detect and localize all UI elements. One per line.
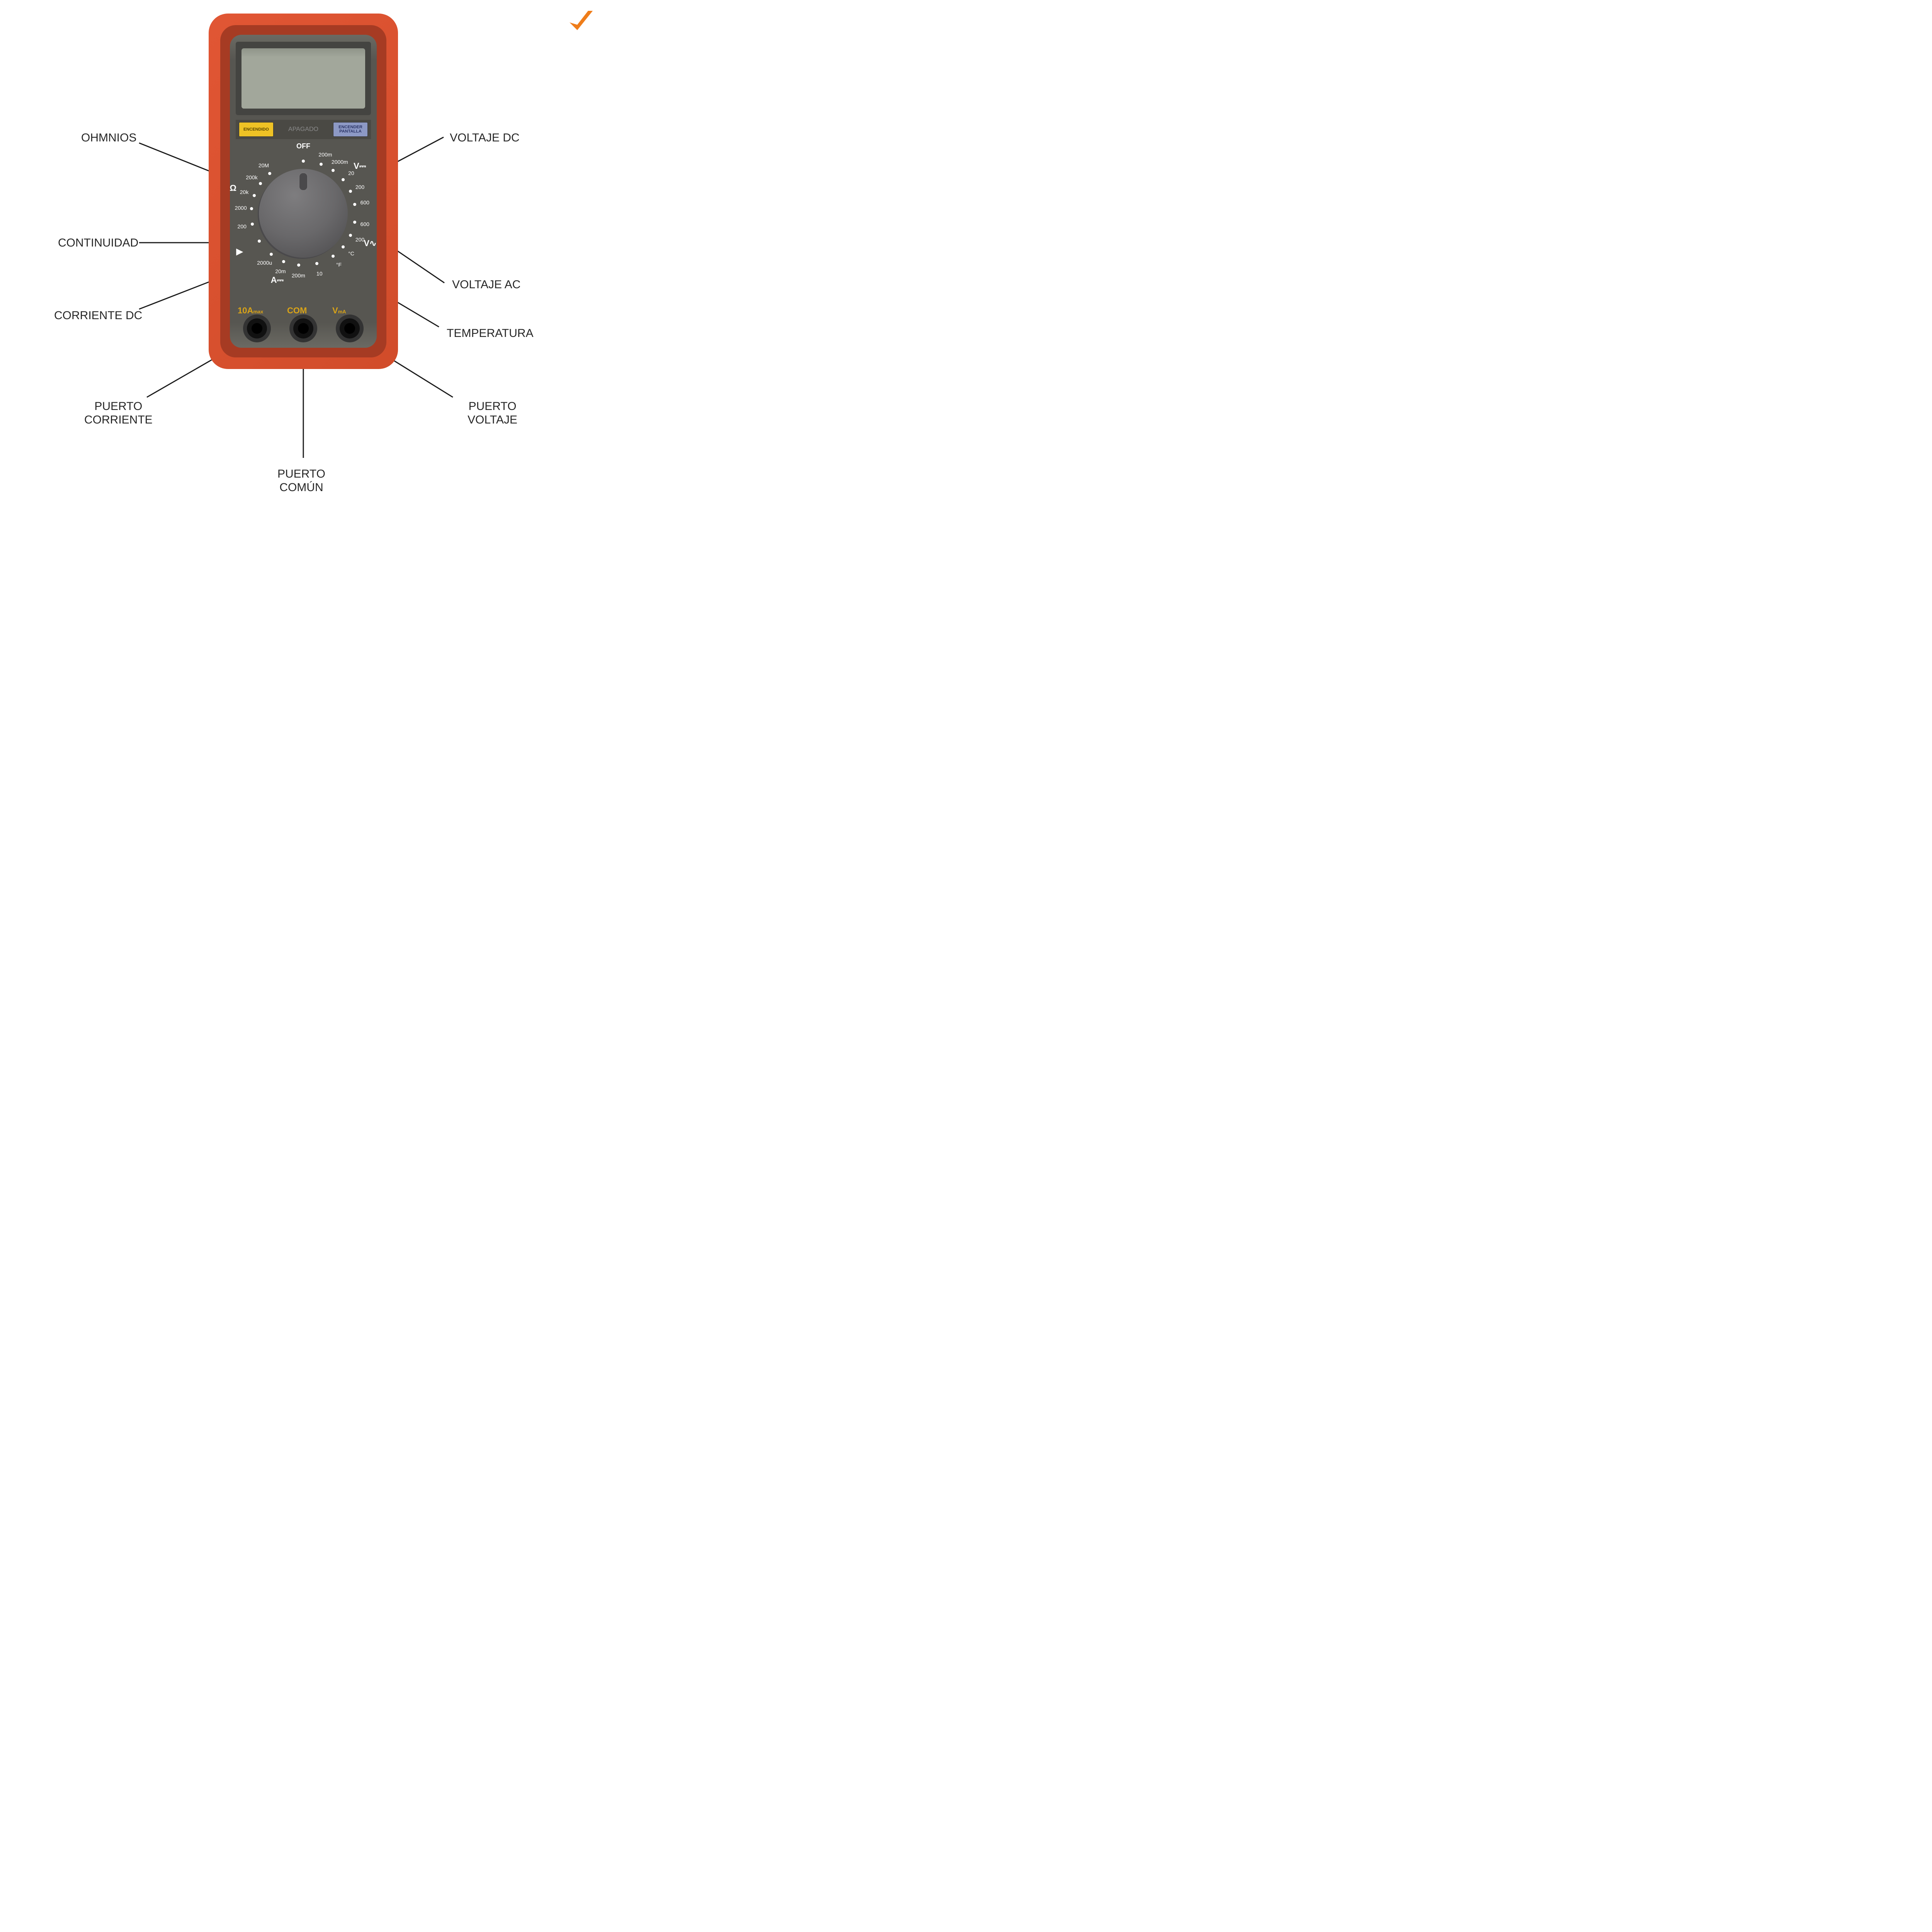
dial-value-label: 2000 (235, 205, 247, 211)
dial-section-label: ▶ (236, 247, 243, 257)
dial-off-label: OFF (296, 142, 310, 150)
port-inner (252, 323, 262, 334)
dial-tick (258, 240, 261, 243)
dial-value-label: 10 (316, 270, 323, 277)
dial-value-label: 200 (355, 236, 364, 243)
dial-tick (251, 223, 254, 226)
dial-value-label: 600 (361, 199, 369, 206)
lcd-screen (242, 48, 365, 109)
dial-value-label: 20k (240, 189, 249, 195)
dial-section-label: V∿ (364, 238, 376, 248)
dial-value-label: 200k (246, 174, 257, 180)
dial-value-label: °F (336, 262, 342, 268)
callout-corriente-dc: CORRIENTE DC (54, 309, 142, 323)
callout-voltaje-dc: VOLTAJE DC (450, 131, 520, 145)
checkmark-icon (567, 8, 594, 37)
backlight-button[interactable]: ENCENDER PANTALLA (333, 122, 368, 137)
dial-section-label: A⎓ (271, 275, 284, 285)
dial-value-label: 200m (318, 151, 332, 158)
dial-value-label: 20m (275, 268, 286, 274)
dial-section-label: Ω (230, 183, 236, 193)
button-panel: ENCENDIDO APAGADO ENCENDER PANTALLA (236, 120, 371, 139)
dial-tick (302, 160, 305, 163)
off-label: APAGADO (288, 126, 318, 133)
dial-pointer (299, 173, 308, 190)
dial-value-label: 200 (355, 184, 364, 190)
port-inner (298, 323, 309, 334)
dial-value-label: °C (348, 250, 354, 257)
backlight-button-label-2: PANTALLA (339, 129, 362, 134)
dial-value-label: 200 (238, 223, 247, 230)
dial-value-label: 2000u (257, 260, 272, 266)
dial-value-label: 2000m (332, 159, 348, 165)
callout-puerto-corr: PUERTO CORRIENTE (84, 400, 153, 427)
port-label: VmA (332, 306, 346, 316)
callout-temperatura: TEMPERATURA (447, 327, 533, 340)
callout-ohmnios: OHMNIOS (81, 131, 136, 145)
diagram-canvas: ENCENDIDO APAGADO ENCENDER PANTALLA OFF 2… (0, 0, 606, 552)
callout-puerto-comun: PUERTO COMÚN (277, 468, 325, 494)
callout-voltaje-ac: VOLTAJE AC (452, 278, 520, 292)
callout-puerto-volt: PUERTO VOLTAJE (468, 400, 517, 427)
dial-tick (268, 172, 271, 175)
callout-continuidad: CONTINUIDAD (58, 236, 138, 250)
port-inner (344, 323, 355, 334)
dial-section-label: V⎓ (354, 161, 366, 171)
dial-value-label: 20M (259, 162, 269, 168)
dial-value-label: 200m (292, 272, 305, 279)
port-label: 10Amax (238, 306, 263, 316)
dial-tick (253, 194, 256, 197)
dial-tick (259, 182, 262, 185)
power-button-label: ENCENDIDO (243, 128, 269, 132)
power-button[interactable]: ENCENDIDO (239, 122, 274, 137)
dial-tick (250, 207, 253, 210)
dial-tick (353, 203, 356, 206)
dial-value-label: 600 (361, 221, 369, 227)
